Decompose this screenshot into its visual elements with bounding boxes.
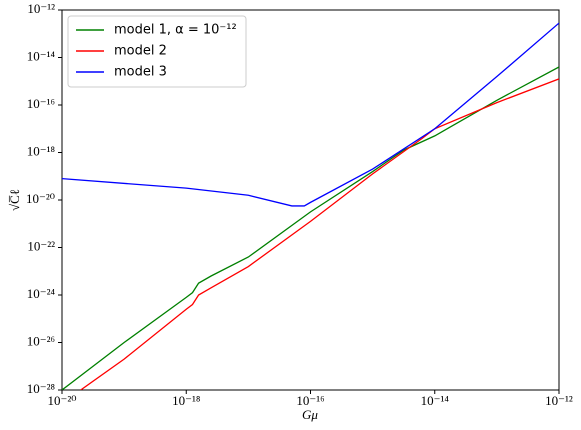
legend-label: model 1, α = 10⁻¹² [114, 23, 237, 38]
y-tick-label: 10⁻²⁰ [26, 191, 55, 206]
legend-label: model 3 [114, 65, 167, 80]
y-tick-label: 10⁻²⁴ [27, 286, 56, 301]
line-series [80, 78, 559, 390]
line-series [62, 66, 559, 390]
x-tick-label: 10⁻¹⁸ [172, 393, 201, 408]
y-axis-label: √C̅ℓ [7, 189, 22, 211]
x-tick-label: 10⁻¹⁴ [421, 393, 450, 408]
x-tick-label: 10⁻¹² [545, 393, 573, 408]
legend-label: model 2 [114, 44, 167, 59]
legend-box [67, 15, 247, 88]
x-tick-label: 10⁻²⁰ [48, 393, 77, 408]
y-tick-label: 10⁻¹⁶ [27, 96, 55, 111]
y-tick-label: 10⁻²⁶ [27, 333, 55, 348]
y-tick-label: 10⁻¹⁴ [27, 48, 56, 63]
y-tick-label: 10⁻¹² [27, 1, 55, 16]
line-series [62, 22, 559, 207]
y-tick-label: 10⁻¹⁸ [27, 143, 56, 158]
x-tick-label: 10⁻¹⁶ [296, 393, 324, 408]
x-axis-label: Gμ [302, 407, 318, 422]
y-tick-label: 10⁻²² [27, 238, 55, 253]
y-tick-label: 10⁻²⁸ [27, 381, 56, 396]
